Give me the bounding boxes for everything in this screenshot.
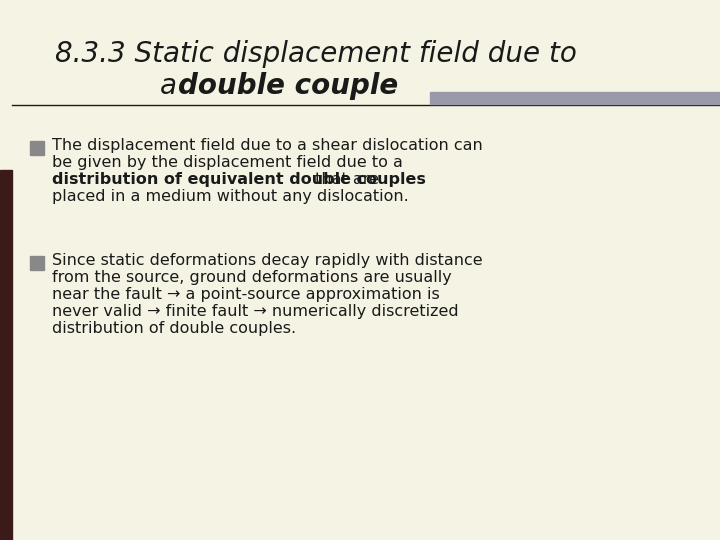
Text: near the fault → a point-source approximation is: near the fault → a point-source approxim… xyxy=(52,287,440,302)
Text: that are: that are xyxy=(310,172,379,187)
Text: 8.3.3 Static displacement field due to: 8.3.3 Static displacement field due to xyxy=(55,40,577,68)
Text: distribution of double couples.: distribution of double couples. xyxy=(52,321,296,336)
Bar xyxy=(0,170,12,540)
Text: Since static deformations decay rapidly with distance: Since static deformations decay rapidly … xyxy=(52,253,482,268)
Text: double couple: double couple xyxy=(178,72,398,100)
Text: never valid → finite fault → numerically discretized: never valid → finite fault → numerically… xyxy=(52,304,459,319)
Text: a: a xyxy=(160,72,186,100)
Bar xyxy=(30,141,44,155)
Text: from the source, ground deformations are usually: from the source, ground deformations are… xyxy=(52,270,451,285)
Text: be given by the displacement field due to a: be given by the displacement field due t… xyxy=(52,155,403,170)
Text: The displacement field due to a shear dislocation can: The displacement field due to a shear di… xyxy=(52,138,482,153)
Text: distribution of equivalent double couples: distribution of equivalent double couple… xyxy=(52,172,426,187)
Bar xyxy=(30,256,44,270)
Text: placed in a medium without any dislocation.: placed in a medium without any dislocati… xyxy=(52,189,409,204)
Bar xyxy=(430,92,720,104)
